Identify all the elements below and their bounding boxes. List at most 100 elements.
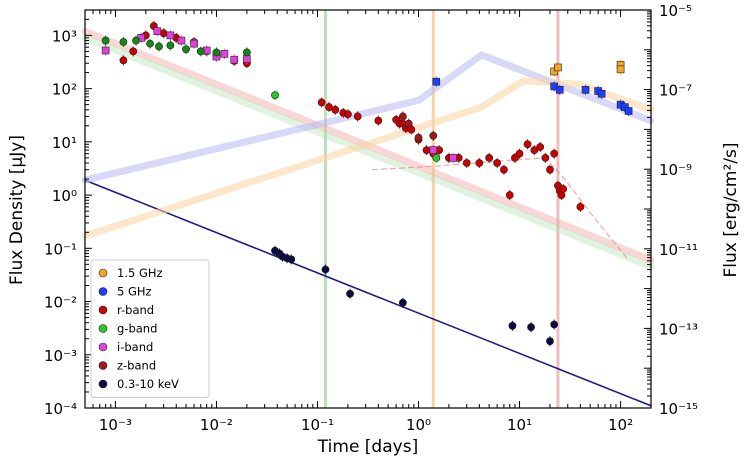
data-point (271, 91, 279, 100)
legend-marker (98, 305, 108, 315)
data-point (422, 146, 431, 155)
x-tick-label: 10⁻¹ (301, 416, 334, 434)
data-point (515, 149, 524, 158)
x-tick-label: 10² (608, 416, 633, 434)
data-point (432, 77, 441, 86)
x-axis-label: Time [days] (317, 437, 418, 457)
data-point (119, 38, 128, 46)
data-point (155, 42, 163, 51)
x-tick-label: 10¹ (507, 416, 532, 434)
legend-box (90, 259, 210, 398)
y-axis-left: 10³ 10² 10¹ 10⁰ 10⁻¹ 10⁻² 10⁻³ 10⁻⁴ (44, 9, 92, 418)
y2-tick-label: 10⁻¹¹ (659, 241, 698, 259)
data-point (230, 55, 239, 64)
data-point (196, 47, 205, 56)
data-point (101, 36, 110, 45)
data-point (429, 131, 438, 140)
y-tick-label: 10⁰ (52, 187, 77, 205)
data-point (398, 112, 407, 121)
y2-tick-label: 10⁻⁵ (659, 2, 692, 20)
data-point (132, 36, 140, 45)
data-point (559, 185, 568, 193)
legend-marker (98, 361, 108, 370)
legend: 1.5 GHz 5 GHz r-band g-band i-band z-band 0.3-… (90, 259, 210, 398)
data-point (550, 149, 559, 158)
data-point (555, 86, 564, 94)
data-point (177, 36, 186, 45)
data-point (475, 159, 484, 167)
legend-marker (98, 268, 108, 278)
data-point (321, 265, 330, 274)
y2-tick-label: 10⁻¹⁵ (659, 400, 698, 418)
legend-label: i-band (117, 340, 153, 354)
data-point (546, 337, 554, 346)
data-point (317, 98, 326, 107)
y-axis-label: Flux Density [μJy] (7, 135, 27, 285)
data-point (493, 159, 502, 167)
data-point (581, 86, 590, 94)
data-points (101, 21, 633, 347)
x-tick-label: 10⁻³ (99, 416, 132, 434)
data-point (182, 45, 190, 54)
data-point (353, 112, 362, 121)
data-point (523, 140, 532, 149)
data-point (536, 143, 545, 151)
model-curve (84, 179, 652, 407)
legend-label: 1.5 GHz (117, 266, 163, 280)
y2-tick-label: 10⁻⁹ (659, 161, 692, 179)
legend-label: 5 GHz (117, 285, 152, 299)
data-point (153, 27, 162, 35)
data-point (485, 153, 494, 162)
data-point (331, 105, 340, 114)
y-tick-label: 10³ (52, 27, 77, 45)
data-point (508, 321, 517, 330)
data-point (429, 146, 438, 154)
y-tick-label: 10⁻² (44, 294, 77, 312)
data-point (119, 56, 128, 65)
data-point (129, 47, 138, 56)
x-tick-label: 10⁰ (406, 416, 431, 434)
x-tick-label: 10⁻² (200, 416, 233, 434)
data-point (414, 133, 423, 142)
data-point (505, 191, 514, 199)
data-point (242, 48, 251, 57)
data-point (597, 89, 606, 98)
y-tick-label: 10² (52, 81, 77, 99)
data-point (220, 50, 229, 58)
data-point (624, 107, 633, 115)
data-point (346, 289, 354, 298)
data-point (146, 39, 154, 48)
data-point (404, 119, 413, 128)
data-point (166, 41, 175, 50)
vertical-markers (323, 10, 560, 408)
legend-marker (98, 287, 108, 296)
data-point (554, 63, 562, 72)
model-curve (81, 34, 655, 271)
data-point (432, 153, 441, 162)
data-point (374, 116, 383, 125)
y-axis-right: 10⁻⁵ 10⁻⁷ 10⁻⁹ 10⁻¹¹ 10⁻¹³ 10⁻¹⁵ (644, 2, 698, 418)
data-point (550, 320, 559, 329)
model-curve (81, 51, 655, 184)
data-point (576, 202, 585, 211)
y2-tick-label: 10⁻⁷ (659, 82, 692, 100)
data-point (500, 165, 508, 174)
data-point (616, 65, 625, 74)
data-point (449, 154, 457, 162)
y2-axis-label: Flux [erg/cm²/s] (721, 143, 741, 278)
x-axis: 10⁻³ 10⁻² 10⁻¹ 10⁰ 10¹ 10² (84, 10, 652, 434)
y-tick-label: 10⁻⁴ (44, 400, 77, 418)
data-point (343, 110, 352, 119)
data-point (546, 165, 554, 174)
y2-tick-label: 10⁻¹³ (659, 320, 698, 338)
legend-label: 0.3-10 keV (117, 377, 179, 391)
data-point (190, 39, 198, 48)
data-point (287, 255, 296, 264)
legend-marker (98, 379, 108, 389)
legend-label: z-band (117, 359, 156, 373)
data-point (212, 48, 221, 57)
data-point (398, 298, 407, 307)
data-point (527, 323, 535, 332)
legend-label: r-band (117, 303, 154, 317)
